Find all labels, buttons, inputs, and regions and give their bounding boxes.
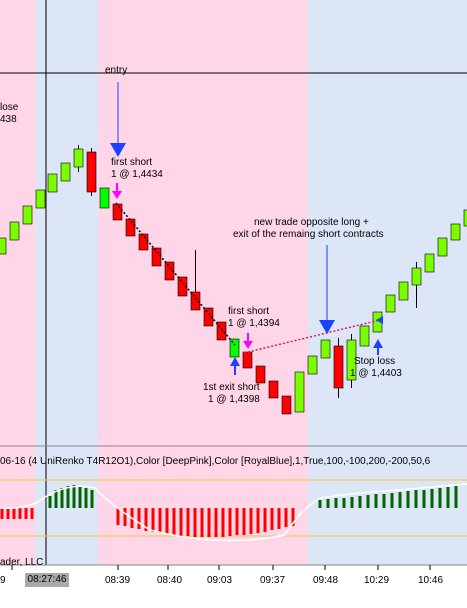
down-candle	[255, 365, 266, 384]
time-label-0: 9	[0, 575, 6, 586]
first-exit-price: 1 @ 1,4398	[208, 394, 260, 405]
up-candle	[359, 325, 370, 347]
up-candle	[320, 339, 331, 359]
indicator-label: 06-16 (4 UniRenko T4R12O1),Color [DeepPi…	[0, 456, 431, 467]
first-exit-label: 1st exit short	[203, 382, 260, 393]
down-candle	[125, 218, 136, 237]
up-candle	[0, 237, 7, 255]
stop-loss-label: Stop loss	[354, 356, 396, 367]
up-candle	[424, 253, 435, 273]
long-trade-line	[243, 319, 381, 354]
up-candle	[60, 162, 71, 182]
short-trade-line	[115, 202, 236, 346]
up-candle	[294, 371, 305, 413]
new-trade-label-2: exit of the remaing short contracts	[233, 229, 384, 240]
first-short-label: first short	[111, 157, 153, 168]
down-candle	[112, 203, 123, 221]
up-candle	[411, 267, 422, 286]
short-zone-main	[98, 0, 308, 565]
copyright-text: ader, LLC	[0, 557, 44, 568]
time-label-2: 08:40	[157, 575, 183, 586]
down-candle	[333, 345, 344, 389]
down-candle	[151, 247, 162, 267]
up-candle	[9, 221, 20, 241]
up-candle	[47, 173, 58, 193]
down-candle	[86, 151, 97, 193]
up-candle	[346, 339, 357, 381]
signal-candle	[229, 338, 240, 358]
entry-arrow-icon	[110, 82, 126, 157]
up-candle	[398, 281, 409, 301]
close-label: lose	[0, 102, 19, 113]
down-candle	[138, 233, 149, 251]
down-candle	[190, 291, 201, 311]
time-label-3: 09:03	[207, 575, 233, 586]
new-trade-arrow-icon	[319, 245, 335, 334]
down-candle	[281, 395, 292, 415]
signal-candle	[99, 187, 110, 209]
short-zone-left	[0, 0, 35, 565]
up-candle	[437, 237, 448, 257]
short-signal-arrow-icon	[112, 183, 122, 199]
background-zones	[0, 0, 467, 565]
exit-arrow-icon	[230, 357, 240, 375]
close-value: 438	[0, 114, 17, 125]
first-short-price-2: 1 @ 1,4394	[228, 318, 280, 329]
up-candle	[463, 209, 467, 227]
trade-end-marker-icon	[376, 316, 383, 324]
time-label-1: 08:39	[105, 575, 131, 586]
time-label-7: 10:46	[418, 575, 444, 586]
time-axis-ticks	[11, 565, 431, 570]
down-candle	[164, 261, 175, 281]
short-signal-arrow-icon-2	[243, 333, 253, 349]
time-label-4: 09:37	[260, 575, 286, 586]
up-candle	[35, 189, 46, 209]
entry-label: entry	[105, 65, 128, 76]
time-label-6: 10:29	[364, 575, 390, 586]
indicator-curve	[0, 483, 467, 542]
first-short-price: 1 @ 1,4434	[111, 169, 163, 180]
first-short-label-2: first short	[228, 306, 270, 317]
cursor-time-label: 08:27:46	[25, 573, 69, 587]
down-candle	[177, 276, 188, 297]
down-candle	[203, 307, 214, 327]
down-candle	[268, 380, 279, 399]
up-candle	[73, 148, 84, 168]
up-candle	[450, 223, 461, 241]
down-candle	[242, 351, 253, 369]
down-candle	[216, 321, 227, 341]
stop-loss-price: 1 @ 1,4403	[350, 368, 402, 379]
up-candle	[22, 205, 33, 225]
candles	[0, 145, 467, 415]
new-trade-label-1: new trade opposite long +	[254, 217, 369, 228]
up-candle	[307, 355, 318, 375]
time-label-5: 09:48	[313, 575, 339, 586]
up-candle	[385, 294, 396, 313]
stop-loss-arrow-icon	[373, 339, 383, 355]
long-zone-right	[308, 0, 467, 565]
